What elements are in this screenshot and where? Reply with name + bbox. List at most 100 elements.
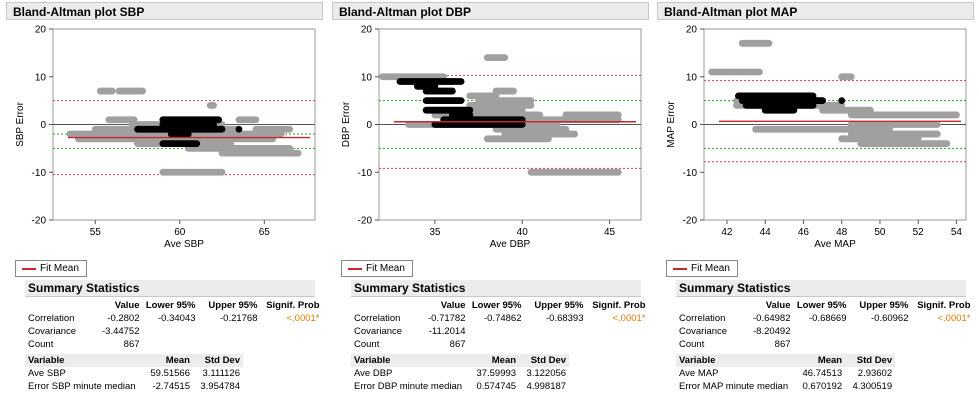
stats-cell xyxy=(794,338,850,351)
stats-cell xyxy=(199,338,261,351)
y-tick-label: 0 xyxy=(691,120,697,131)
stats-column-header: Upper 95% xyxy=(859,300,909,311)
table-row: Covariance -3.44752 xyxy=(25,325,323,338)
variable-header-row: Variable Mean Std Dev xyxy=(676,354,896,367)
table-row: Covariance -8.20492 xyxy=(676,325,974,338)
variable-cell: 0.574745 xyxy=(476,381,517,392)
stats-cell xyxy=(469,325,525,338)
stats-cell xyxy=(261,325,323,338)
stats-column-header: Lower 95% xyxy=(145,300,196,311)
black-data-points xyxy=(235,125,243,133)
stats-column-header: Value xyxy=(765,300,791,311)
summary-statistics-header[interactable]: Summary Statistics xyxy=(351,280,641,297)
summary-statistics-header[interactable]: Summary Statistics xyxy=(25,280,315,297)
table-row: Correlation -0.64982 -0.68669 -0.60962 <.000… xyxy=(676,312,974,325)
y-tick-label: 20 xyxy=(35,25,47,36)
x-axis-label: Ave DBP xyxy=(490,239,531,250)
panel-dbp: Bland-Altman plot DBP -20 -10 0 10 20 35 40 45 A… xyxy=(329,0,650,400)
x-tick-label: 52 xyxy=(913,227,925,238)
x-tick-label: 60 xyxy=(174,227,186,238)
stats-cell xyxy=(850,325,912,338)
stats-column-header xyxy=(676,299,750,312)
stats-cell: -11.2014 xyxy=(428,326,466,337)
variable-column-header: Std Dev xyxy=(845,354,896,367)
stats-cell: 867 xyxy=(774,339,791,350)
y-tick-label: -20 xyxy=(683,216,698,227)
table-row: Error MAP minute median 0.670192 4.300519 xyxy=(676,380,895,393)
stats-table: Value Lower 95% Upper 95% Signif. Prob Corre… xyxy=(676,299,974,351)
y-tick-label: 10 xyxy=(686,72,698,83)
variable-header-row: Variable Mean Std Dev xyxy=(25,354,243,367)
variable-cell: Ave SBP xyxy=(28,368,66,379)
legend-label: Fit Mean xyxy=(366,263,405,274)
legend-fit-mean[interactable]: Fit Mean xyxy=(341,260,413,277)
stats-cell: Covariance xyxy=(354,326,403,337)
stats-table: Value Lower 95% Upper 95% Signif. Prob Corre… xyxy=(351,299,649,351)
y-tick-label: -10 xyxy=(32,168,47,179)
x-tick-label: 35 xyxy=(429,227,441,238)
table-row: Correlation -0.71782 -0.74862 -0.68393 <.000… xyxy=(351,312,649,325)
stats-cell xyxy=(469,338,525,351)
fit-mean-swatch xyxy=(673,268,687,270)
x-axis-label: Ave MAP xyxy=(814,239,856,250)
legend-label: Fit Mean xyxy=(691,263,730,274)
table-row: Count 867 xyxy=(676,338,974,351)
stats-column-header: Lower 95% xyxy=(796,300,847,311)
legend-fit-mean[interactable]: Fit Mean xyxy=(15,260,87,277)
panel-title[interactable]: Bland-Altman plot MAP xyxy=(657,2,974,20)
stats-cell xyxy=(912,325,974,338)
legend-fit-mean[interactable]: Fit Mean xyxy=(666,260,738,277)
variable-column-header: Mean xyxy=(465,354,520,367)
stats-column-header: Signif. Prob xyxy=(592,300,646,311)
stats-cell: -0.2802 xyxy=(107,313,140,324)
panel-title[interactable]: Bland-Altman plot SBP xyxy=(6,2,323,20)
summary-statistics-header[interactable]: Summary Statistics xyxy=(676,280,966,297)
y-tick-label: 10 xyxy=(361,72,373,83)
stats-header-row: Value Lower 95% Upper 95% Signif. Prob xyxy=(351,299,649,312)
variable-cell: Ave MAP xyxy=(679,368,719,379)
table-row: Count 867 xyxy=(25,338,323,351)
variable-cell: 3.122056 xyxy=(526,368,567,379)
table-row: Error SBP minute median -2.74515 3.954784 xyxy=(25,380,243,393)
stats-cell: -0.60962 xyxy=(871,313,909,324)
stats-cell: Count xyxy=(28,339,54,350)
stats-cell: <.0001* xyxy=(612,313,646,324)
variable-table: Variable Mean Std Dev Ave DBP 37.59993 3.1220… xyxy=(351,354,570,393)
table-row: Count 867 xyxy=(351,338,649,351)
stats-cell: -0.68669 xyxy=(809,313,847,324)
variable-column-header: Variable xyxy=(25,354,139,367)
table-row: Correlation -0.2802 -0.34043 -0.21768 <.0001… xyxy=(25,312,323,325)
y-tick-label: 0 xyxy=(366,120,372,131)
stats-column-header: Value xyxy=(440,300,466,311)
stats-cell xyxy=(261,338,323,351)
table-row: Ave MAP 46.74513 2.93602 xyxy=(676,367,895,380)
y-tick-label: -20 xyxy=(32,216,47,227)
stats-cell xyxy=(199,325,261,338)
variable-column-header: Variable xyxy=(676,354,792,367)
variable-cell: 4.300519 xyxy=(852,381,893,392)
variable-column-header: Std Dev xyxy=(193,354,243,367)
table-row: Ave DBP 37.59993 3.122056 xyxy=(351,367,569,380)
stats-cell: Count xyxy=(679,339,705,350)
variable-cell: 2.93602 xyxy=(857,368,893,379)
y-tick-label: 20 xyxy=(361,25,373,36)
fit-mean-swatch xyxy=(348,268,362,270)
bland-altman-chart-dbp: -20 -10 0 10 20 35 40 45 Ave DBP DBP Error xyxy=(341,25,642,250)
stats-cell: 867 xyxy=(123,339,140,350)
bland-altman-chart-map: -20 -10 0 10 20 42 44 46 48 50 52 54 Ave MAP MAP Erro… xyxy=(666,25,967,250)
variable-cell: Ave DBP xyxy=(354,368,393,379)
stats-cell: -0.21768 xyxy=(220,313,258,324)
variable-cell: -2.74515 xyxy=(152,381,190,392)
stats-column-header: Signif. Prob xyxy=(917,300,971,311)
x-tick-label: 46 xyxy=(798,227,810,238)
stats-cell: <.0001* xyxy=(937,313,971,324)
panel-title[interactable]: Bland-Altman plot DBP xyxy=(332,2,649,20)
x-tick-label: 40 xyxy=(517,227,529,238)
stats-cell: -0.68393 xyxy=(546,313,584,324)
stats-column-header xyxy=(351,299,425,312)
x-tick-label: 48 xyxy=(836,227,848,238)
variable-header-row: Variable Mean Std Dev xyxy=(351,354,570,367)
y-tick-label: -20 xyxy=(358,216,373,227)
variable-column-header: Mean xyxy=(791,354,846,367)
stats-column-header: Upper 95% xyxy=(534,300,584,311)
